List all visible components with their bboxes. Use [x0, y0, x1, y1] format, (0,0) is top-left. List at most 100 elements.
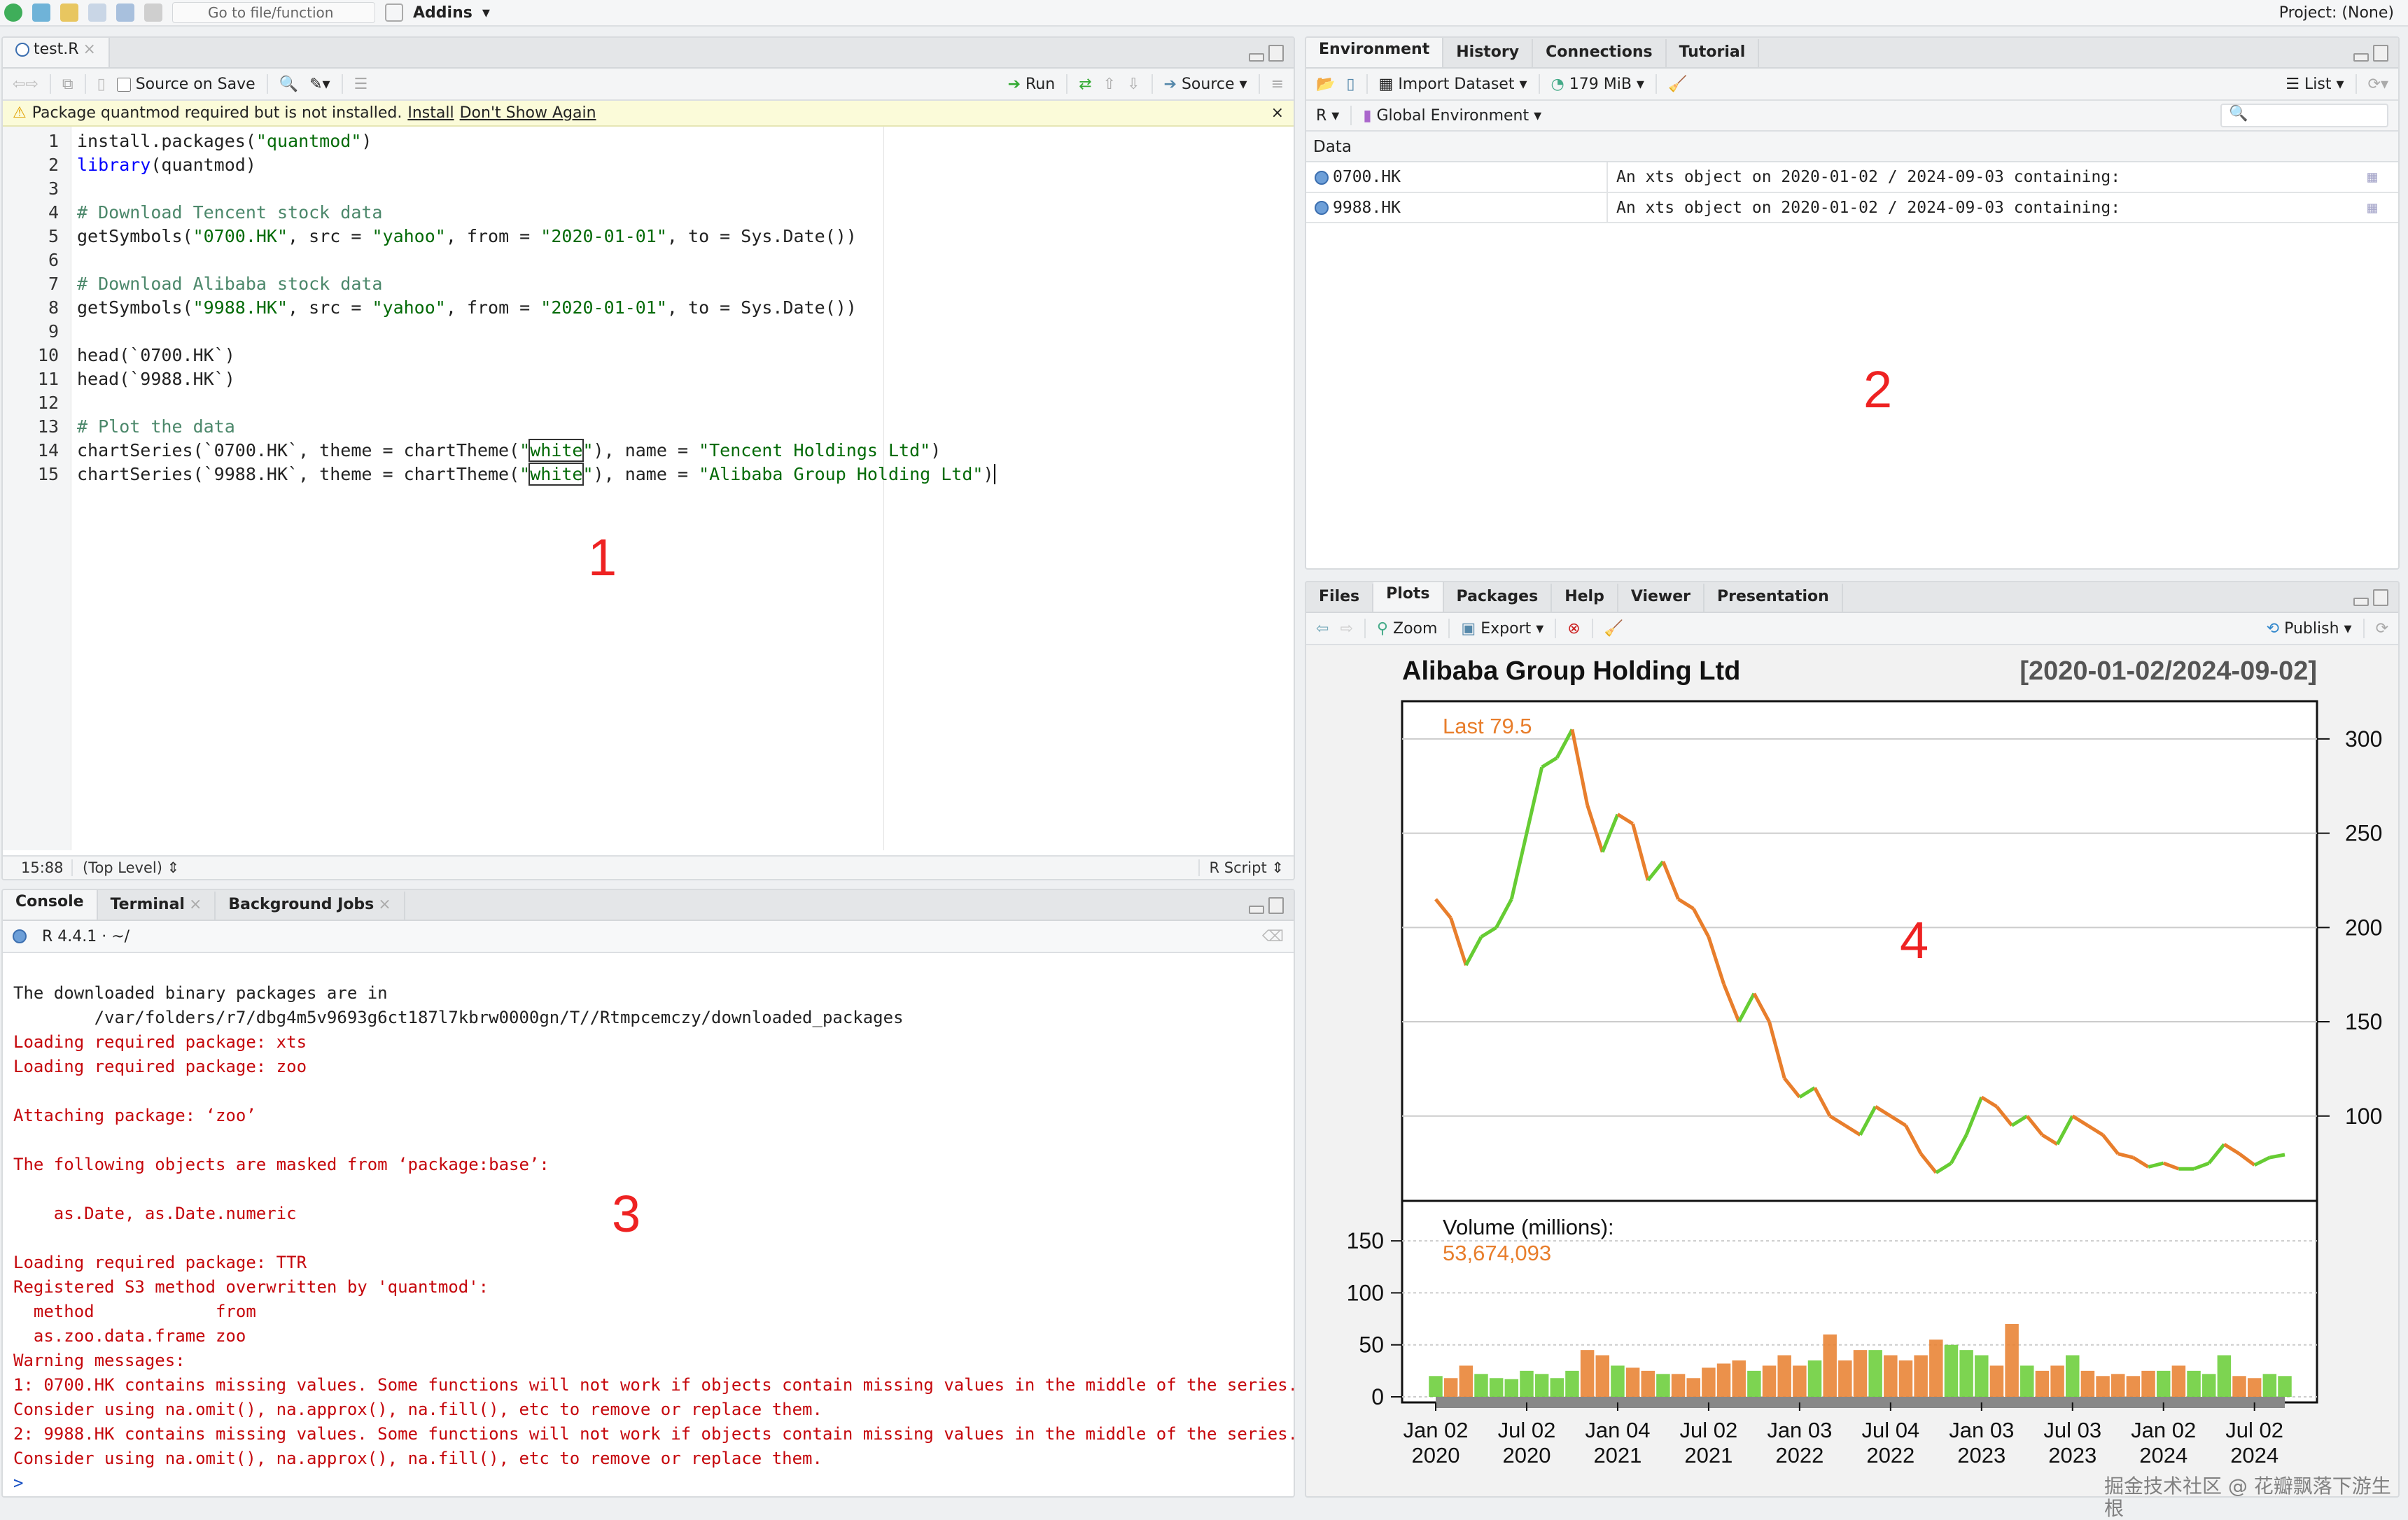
tab-console[interactable]: Console — [3, 890, 98, 920]
plot-frame — [1401, 700, 2318, 1404]
pane-minmax-buttons[interactable] — [2353, 45, 2388, 62]
clear-console-icon[interactable]: ⌫ — [1261, 927, 1284, 945]
volume-bar — [1534, 1374, 1549, 1397]
tab-history[interactable]: History — [1443, 39, 1534, 67]
x-tick-label: Jul 02 — [1498, 1418, 1556, 1442]
view-table-icon[interactable]: ▦ — [2367, 168, 2377, 186]
tab-terminal[interactable]: Terminal × — [98, 892, 216, 920]
clear-plots-broom-icon[interactable]: 🧹 — [1604, 619, 1624, 638]
x-tick-label: 2024 — [2139, 1443, 2188, 1468]
save-all-icon[interactable] — [116, 3, 134, 22]
code-line: library(quantmod) — [77, 155, 256, 175]
close-warning-icon[interactable]: × — [1270, 104, 1284, 122]
pane-minmax-buttons[interactable] — [1249, 897, 1284, 914]
grid-layout-icon[interactable] — [385, 3, 403, 22]
price-candle — [2238, 1152, 2256, 1167]
previous-plot-icon[interactable]: ⇦ — [1316, 619, 1329, 638]
outline-icon[interactable]: ☰ — [354, 75, 368, 93]
publish-button[interactable]: ⟲ Publish ▾ — [2266, 619, 2352, 638]
language-selector[interactable]: R ▾ — [1316, 106, 1340, 125]
tab-viewer[interactable]: Viewer — [1618, 584, 1705, 612]
environment-selector[interactable]: ▮ Global Environment ▾ — [1363, 106, 1542, 125]
memory-usage-label: 179 MiB — [1569, 75, 1632, 93]
tab-environment[interactable]: Environment — [1306, 38, 1444, 67]
rerun-icon[interactable]: ⇄ — [1079, 75, 1092, 93]
search-icon[interactable]: 🔍 — [279, 75, 299, 93]
volume-bar — [1443, 1378, 1458, 1397]
install-link[interactable]: Install — [407, 104, 454, 122]
view-table-icon[interactable]: ▦ — [2367, 198, 2377, 217]
save-workspace-icon[interactable]: ▯ — [1346, 75, 1355, 93]
addins-menu[interactable]: Addins — [413, 3, 472, 22]
save-icon[interactable]: ▯ — [97, 75, 106, 93]
code-editor[interactable]: 1 install.packages("quantmod") 2 library(qu… — [3, 127, 1294, 850]
close-tab-icon[interactable]: × — [83, 41, 96, 58]
up-icon[interactable]: ⇧ — [1102, 75, 1116, 93]
volume-bar — [2035, 1370, 2050, 1397]
print-icon[interactable] — [144, 3, 162, 22]
file-type-selector[interactable]: R Script ⇕ — [1198, 859, 1294, 876]
environment-row[interactable]: 0700.HK An xts object on 2020-01-02 / 202… — [1306, 162, 2398, 193]
magic-wand-icon[interactable]: ✎▾ — [309, 75, 330, 93]
new-project-icon[interactable] — [32, 3, 50, 22]
code-token: ) — [930, 440, 941, 460]
r-version: R 4.4.1 · ~/ — [42, 927, 130, 945]
volume-bar — [2020, 1365, 2034, 1397]
addins-dropdown-icon[interactable]: ▾ — [482, 3, 490, 22]
source-button[interactable]: ➔ Source ▾ — [1163, 75, 1247, 93]
price-candle — [2223, 1143, 2241, 1155]
goto-file-input[interactable]: Go to file/function — [172, 2, 375, 23]
zoom-button[interactable]: ⚲ Zoom — [1377, 620, 1438, 638]
close-tab-icon[interactable]: × — [378, 896, 391, 913]
export-button[interactable]: ▣ Export ▾ — [1461, 619, 1544, 638]
tab-plots[interactable]: Plots — [1373, 582, 1444, 612]
environment-row[interactable]: 9988.HK An xts object on 2020-01-02 / 202… — [1306, 192, 2398, 223]
tab-test-r[interactable]: test.R × — [3, 38, 110, 67]
code-token: getSymbols( — [77, 297, 193, 318]
dont-show-again-link[interactable]: Don't Show Again — [459, 104, 596, 122]
import-dataset-button[interactable]: ▦ Import Dataset ▾ — [1378, 75, 1527, 93]
source-on-save-checkbox[interactable]: Source on Save — [116, 76, 255, 93]
pane-minmax-buttons[interactable] — [2353, 589, 2388, 606]
save-icon[interactable] — [88, 3, 106, 22]
code-token: "2020-01-01" — [540, 226, 667, 246]
load-workspace-icon[interactable]: 📂 — [1316, 75, 1336, 93]
memory-usage-button[interactable]: ◔ 179 MiB ▾ — [1550, 75, 1644, 93]
open-file-icon[interactable] — [60, 3, 78, 22]
show-in-window-icon[interactable]: ⧉ — [62, 75, 74, 93]
back-icon[interactable]: ⇦⇨ — [13, 75, 38, 93]
remove-plot-icon[interactable]: ⊗ — [1567, 619, 1581, 638]
console-prompt[interactable]: > — [13, 1473, 24, 1493]
pane-minmax-buttons[interactable] — [1249, 45, 1284, 62]
next-plot-icon[interactable]: ⇨ — [1340, 619, 1353, 638]
tab-help[interactable]: Help — [1552, 584, 1618, 612]
run-button[interactable]: ➔ Run — [1008, 76, 1056, 93]
x-axis-bar — [1436, 1397, 2285, 1408]
pie-icon: ◔ — [1550, 75, 1564, 93]
console-line: Warning messages: — [13, 1351, 186, 1370]
expand-icon[interactable] — [1315, 170, 1329, 185]
tab-files[interactable]: Files — [1306, 584, 1374, 612]
down-icon[interactable]: ⇩ — [1127, 75, 1140, 93]
close-tab-icon[interactable]: × — [188, 896, 202, 913]
magnifier-icon: ⚲ — [1376, 619, 1388, 638]
scope-selector[interactable]: (Top Level) ⇕ — [83, 859, 180, 876]
price-candle — [1889, 1114, 1907, 1127]
x-tick-label: Jul 02 — [1680, 1418, 1738, 1442]
new-file-icon[interactable] — [4, 3, 22, 22]
tab-presentation[interactable]: Presentation — [1704, 584, 1843, 612]
project-menu[interactable]: Project: (None) — [2278, 3, 2394, 22]
expand-icon[interactable] — [1315, 201, 1329, 215]
broom-icon[interactable]: 🧹 — [1667, 75, 1688, 93]
environment-search-input[interactable]: 🔍 — [2220, 104, 2388, 127]
tab-connections[interactable]: Connections — [1533, 39, 1667, 67]
volume-bar — [2156, 1370, 2171, 1397]
view-mode-button[interactable]: ☰ List ▾ — [2286, 75, 2344, 93]
document-outline-icon[interactable]: ≡ — [1270, 75, 1284, 93]
tab-packages[interactable]: Packages — [1444, 584, 1553, 612]
refresh-icon[interactable]: ⟳ — [2375, 619, 2388, 638]
refresh-icon[interactable]: ⟳▾ — [2367, 75, 2388, 93]
tab-background-jobs[interactable]: Background Jobs × — [216, 892, 405, 920]
tab-tutorial[interactable]: Tutorial — [1667, 39, 1760, 67]
console-output[interactable]: The downloaded binary packages are in /v… — [3, 953, 1294, 1493]
